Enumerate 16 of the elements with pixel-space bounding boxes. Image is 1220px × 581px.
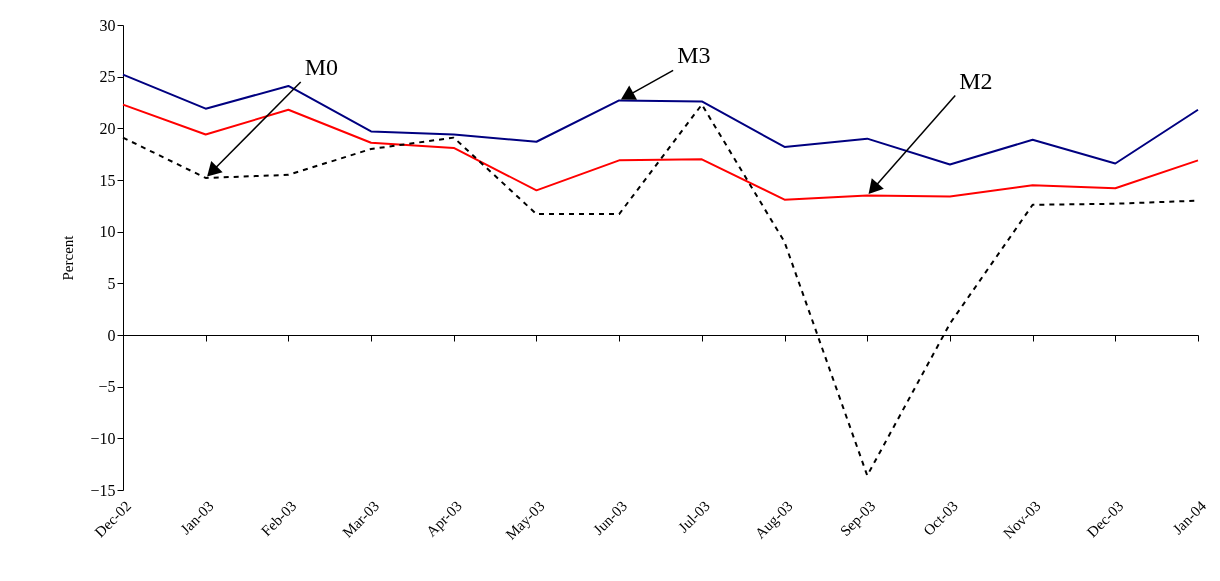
y-tick-label: −15 bbox=[90, 481, 116, 499]
annotation: M0 bbox=[304, 53, 339, 80]
y-tick-label: 30 bbox=[99, 16, 116, 34]
y-tick-label: 10 bbox=[99, 223, 116, 241]
annotation: M2 bbox=[959, 67, 993, 94]
y-axis-title: Percent bbox=[60, 234, 77, 281]
y-tick-label: −10 bbox=[90, 429, 116, 447]
y-tick-label: 25 bbox=[99, 68, 116, 86]
y-tick-label: −5 bbox=[98, 378, 116, 396]
line-series bbox=[122, 103, 1199, 201]
line-series bbox=[122, 73, 1199, 166]
y-tick-label: 20 bbox=[99, 119, 116, 137]
y-tick-label: 5 bbox=[107, 274, 116, 292]
y-tick-label: 15 bbox=[99, 171, 116, 189]
y-tick-label: 0 bbox=[107, 326, 116, 344]
annotation: M3 bbox=[677, 42, 711, 69]
